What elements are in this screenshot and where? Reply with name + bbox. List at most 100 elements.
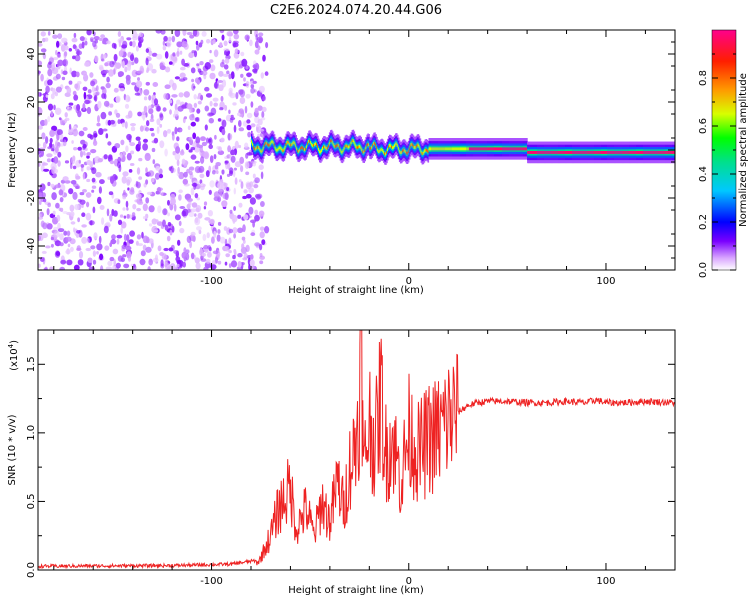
- signal-cell: [567, 151, 570, 154]
- noise-point: [212, 97, 219, 102]
- noise-point: [49, 266, 54, 270]
- signal-cell: [525, 147, 527, 151]
- signal-cell: [350, 141, 353, 145]
- signal-cell: [389, 144, 391, 147]
- noise-point: [151, 132, 155, 137]
- noise-point: [55, 86, 62, 93]
- noise-point: [264, 226, 270, 234]
- noise-point: [194, 166, 201, 174]
- tick-label: 100: [596, 276, 615, 287]
- noise-point: [82, 143, 87, 149]
- noise-point: [191, 83, 196, 91]
- noise-point: [95, 85, 99, 92]
- noise-point: [239, 156, 245, 164]
- noise-point: [42, 141, 47, 149]
- noise-point: [196, 142, 200, 148]
- noise-point: [148, 50, 153, 56]
- noise-point: [168, 61, 173, 65]
- noise-point: [176, 136, 180, 142]
- signal-cell: [469, 147, 472, 151]
- noise-point: [73, 94, 79, 101]
- noise-point: [124, 103, 130, 109]
- noise-point: [99, 253, 104, 261]
- noise-point: [209, 49, 212, 54]
- signal-cell: [615, 151, 618, 154]
- noise-point: [229, 209, 233, 214]
- noise-point: [201, 252, 207, 257]
- noise-point: [114, 143, 121, 149]
- noise-point: [190, 154, 197, 160]
- signal-cell: [261, 149, 264, 153]
- noise-point: [68, 188, 74, 195]
- signal-cell: [519, 147, 521, 151]
- noise-point: [235, 92, 239, 100]
- noise-point: [253, 184, 259, 189]
- signal-cell: [574, 151, 576, 154]
- noise-point: [168, 247, 174, 252]
- noise-point: [40, 119, 46, 127]
- noise-point: [217, 181, 224, 190]
- signal-cell: [583, 151, 585, 154]
- noise-point: [122, 171, 129, 177]
- noise-point: [39, 213, 42, 218]
- signal-cell: [501, 147, 504, 151]
- noise-point: [215, 255, 218, 264]
- noise-point: [250, 101, 254, 108]
- signal-cell: [420, 150, 423, 154]
- signal-cell: [582, 151, 584, 154]
- noise-point: [151, 68, 157, 74]
- noise-point: [100, 86, 105, 90]
- noise-point: [164, 224, 169, 231]
- noise-point: [255, 194, 262, 200]
- noise-point: [201, 141, 207, 147]
- noise-point: [252, 80, 257, 84]
- signal-cell: [440, 147, 442, 151]
- noise-point: [118, 50, 124, 57]
- noise-point: [203, 266, 209, 270]
- noise-point: [177, 239, 181, 246]
- signal-cell: [521, 147, 523, 151]
- noise-point: [53, 230, 60, 238]
- noise-point: [167, 222, 172, 227]
- noise-point: [57, 160, 61, 167]
- noise-point: [92, 259, 97, 265]
- noise-point: [49, 137, 53, 144]
- noise-point: [92, 206, 96, 214]
- noise-point: [222, 73, 229, 77]
- noise-point: [216, 170, 219, 174]
- signal-cell: [303, 147, 305, 151]
- noise-point: [174, 76, 180, 80]
- noise-point: [86, 237, 90, 244]
- spectrogram-y-label: Frequency (Hz): [7, 112, 18, 188]
- signal-cell: [351, 139, 354, 143]
- noise-point: [90, 39, 94, 42]
- noise-point: [240, 73, 244, 78]
- tick-label: -100: [200, 576, 223, 587]
- noise-point: [63, 230, 68, 236]
- signal-cell: [480, 147, 483, 151]
- spectrogram-marks: [38, 30, 675, 270]
- noise-point: [243, 77, 246, 82]
- signal-cell: [373, 142, 375, 145]
- noise-point: [252, 173, 256, 179]
- noise-point: [252, 64, 257, 69]
- noise-point: [82, 151, 86, 156]
- noise-point: [72, 44, 77, 50]
- signal-cell: [300, 146, 302, 150]
- noise-point: [240, 165, 244, 173]
- signal-cell: [277, 147, 280, 151]
- noise-point: [194, 117, 199, 122]
- noise-point: [127, 63, 131, 71]
- noise-point: [260, 201, 265, 207]
- noise-point: [230, 155, 236, 163]
- signal-cell: [365, 146, 367, 150]
- signal-cell: [435, 147, 437, 151]
- noise-point: [41, 250, 47, 254]
- signal-cell: [558, 151, 561, 154]
- noise-point: [44, 37, 49, 42]
- signal-cell: [308, 140, 310, 143]
- signal-cell: [427, 150, 430, 154]
- noise-point: [112, 248, 119, 255]
- noise-point: [179, 128, 183, 133]
- signal-cell: [478, 147, 481, 151]
